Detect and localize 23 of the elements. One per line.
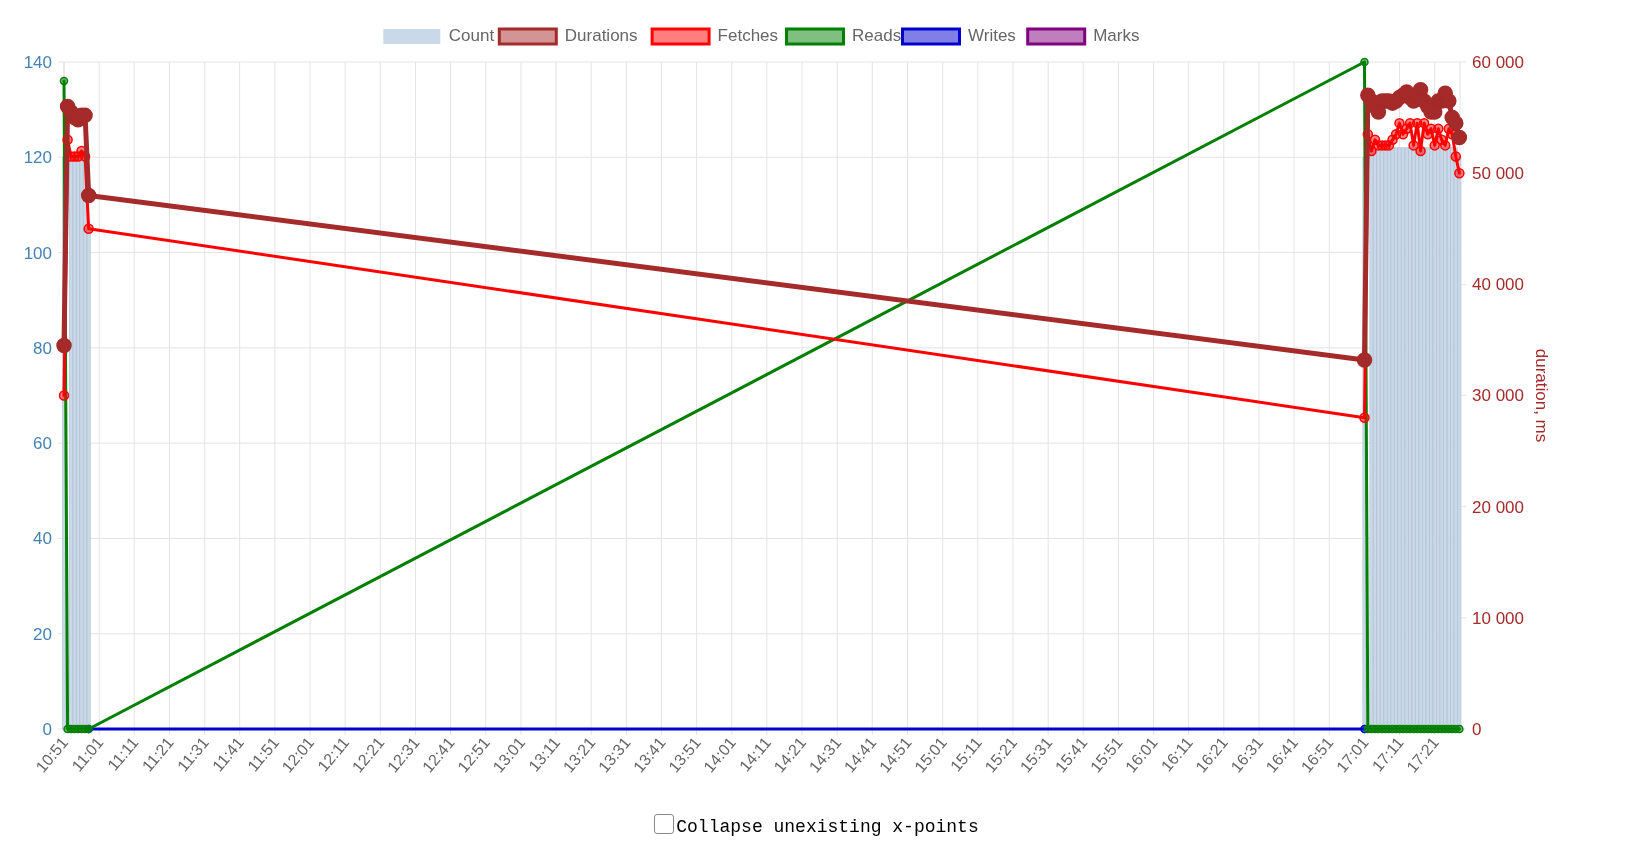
y-tick-label: 100 [23, 243, 52, 263]
y-tick-label: 60 [33, 434, 52, 454]
y2-axis-title: duration, ms [1532, 348, 1551, 443]
legend-label: Fetches [717, 26, 779, 45]
y2-tick-label: 60 000 [1472, 52, 1524, 72]
legend-label: Reads [852, 26, 902, 45]
legend-label: Count [448, 26, 495, 45]
y2-tick-label: 0 [1472, 719, 1482, 739]
y2-tick-label: 40 000 [1472, 275, 1524, 295]
text: Collapse unexisting x-points [676, 817, 979, 837]
y-tick-label: 140 [23, 52, 52, 72]
y2-tick-label: 50 000 [1472, 164, 1524, 184]
y-tick-label: 0 [42, 719, 52, 739]
legend-label: Marks [1093, 26, 1140, 45]
legend-label: Durations [564, 26, 638, 45]
y-tick-label: 80 [33, 338, 52, 358]
y2-tick-label: 20 000 [1472, 497, 1524, 517]
y-tick-label: 40 [33, 529, 52, 549]
y2-tick-label: 10 000 [1472, 608, 1524, 628]
y-tick-label: 120 [23, 148, 52, 168]
y2-tick-label: 30 000 [1472, 386, 1524, 406]
y-tick-label: 20 [33, 624, 52, 644]
legend-label: Writes [968, 26, 1016, 45]
